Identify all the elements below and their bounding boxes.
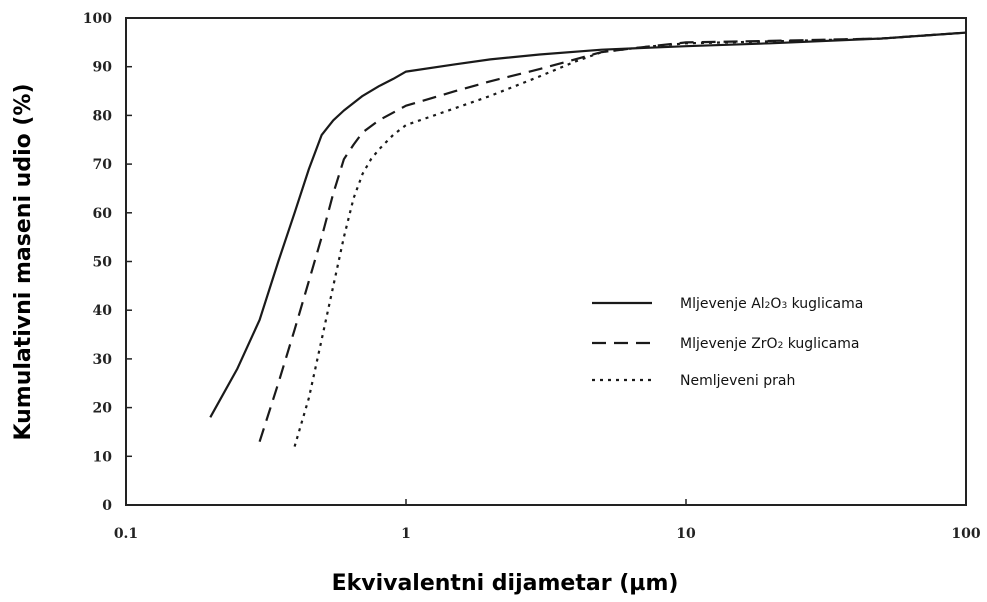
legend-text-part: Mljevenje Al <box>680 296 765 312</box>
legend-subscript: 2 <box>765 301 771 311</box>
series-line-1 <box>209 31 967 418</box>
legend-text-part: Nemljeveni prah <box>680 373 795 389</box>
x-tick-label: 1 <box>401 526 411 542</box>
legend-label-3: Nemljeveni prah <box>680 373 795 389</box>
y-tick-label: 60 <box>93 206 113 222</box>
y-tick-label: 40 <box>93 303 113 319</box>
legend-subscript: 2 <box>778 341 784 351</box>
y-tick-label: 50 <box>93 255 113 271</box>
y-tick-label: 100 <box>83 11 112 27</box>
legend-text-part: kuglicama <box>787 296 863 312</box>
series-lines <box>209 31 967 447</box>
legend-text-part: Mljevenje ZrO <box>680 336 778 352</box>
series-line-3 <box>293 31 967 447</box>
legend-label-2: Mljevenje ZrO2 kuglicama <box>680 336 859 352</box>
x-tick-label: 100 <box>951 526 980 542</box>
y-tick-label: 70 <box>93 157 113 173</box>
legend-label-1: Mljevenje Al2O3 kuglicama <box>680 296 863 312</box>
y-tick-label: 0 <box>102 498 112 514</box>
x-tick-label: 10 <box>676 526 696 542</box>
y-tick-label: 90 <box>93 60 113 76</box>
y-tick-label: 80 <box>93 108 113 124</box>
x-tick-label: 0.1 <box>114 526 138 542</box>
legend-text-part: kuglicama <box>783 336 859 352</box>
y-tick-label: 10 <box>93 449 113 465</box>
y-tick-label: 20 <box>93 401 113 417</box>
axis-ticks: 0 10 20 30 40 50 60 70 80 90 100 0.1 1 10 100 <box>83 11 981 542</box>
y-axis-title: Kumulativni maseni udio (%) <box>11 83 36 440</box>
legend-subscript: 3 <box>781 301 787 311</box>
plot-frame <box>125 17 967 506</box>
series-line-2 <box>258 31 967 443</box>
y-tick-label: 30 <box>93 352 113 368</box>
x-axis-title: Ekvivalentni dijametar (µm) <box>332 571 679 596</box>
legend-text-part: O <box>770 296 781 312</box>
